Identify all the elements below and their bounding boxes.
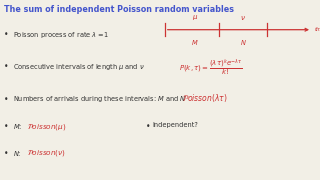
Text: •: • [4,122,8,131]
Text: •: • [4,94,8,103]
Text: Poisson process of rate $\lambda = 1$: Poisson process of rate $\lambda = 1$ [13,30,109,40]
Text: $\mathcal{P}oisson(\lambda\tau)$: $\mathcal{P}oisson(\lambda\tau)$ [182,92,228,104]
Text: •: • [4,30,8,39]
Text: time: time [315,27,320,32]
Text: •: • [146,122,150,131]
Text: $N$:: $N$: [13,148,21,158]
Text: •: • [4,148,8,158]
Text: $\mathcal{P}oisson(\mu)$: $\mathcal{P}oisson(\mu)$ [27,122,67,132]
Text: The sum of independent Poisson random variables: The sum of independent Poisson random va… [4,4,234,14]
Text: Consecutive intervals of length $\mu$ and $\nu$: Consecutive intervals of length $\mu$ an… [13,62,145,72]
Text: $N$: $N$ [240,38,247,47]
Text: $P(k,\tau) = \dfrac{(\lambda\tau)^k e^{-\lambda\tau}}{k!}$: $P(k,\tau) = \dfrac{(\lambda\tau)^k e^{-… [179,58,243,78]
Text: $\nu$: $\nu$ [240,14,246,22]
Text: Numbers of arrivals during these intervals: $M$ and $N$: Numbers of arrivals during these interva… [13,94,186,105]
Text: $M$: $M$ [191,38,199,47]
Text: $\mu$: $\mu$ [192,13,198,22]
Text: $\mathcal{P}oisson(\nu)$: $\mathcal{P}oisson(\nu)$ [27,148,66,159]
Text: $M$:: $M$: [13,122,22,131]
Text: Independent?: Independent? [152,122,198,128]
Text: •: • [4,62,8,71]
